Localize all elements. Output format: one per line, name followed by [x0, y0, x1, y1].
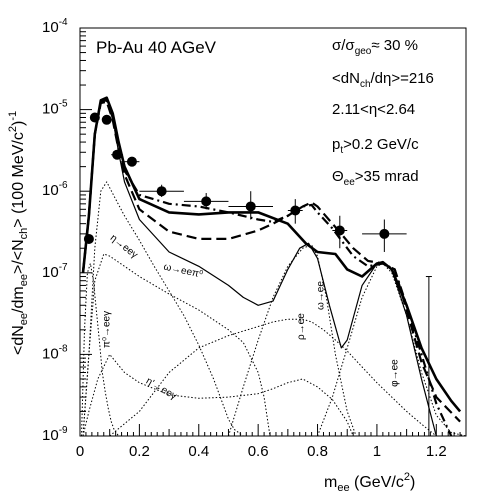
- info-line-rapidity: 2.11<η<2.64: [332, 101, 415, 118]
- curve-dotted-6: [81, 263, 120, 437]
- curve-dotted-8: [109, 318, 437, 437]
- x-tick-label: 0.8: [307, 443, 328, 460]
- x-tick-label: 0.4: [188, 443, 209, 460]
- curve-annotation: π⁰→eeγ: [102, 311, 113, 348]
- curve-annotation: ω→ee: [315, 281, 326, 310]
- data-point: [83, 233, 94, 244]
- info-line-multiplicity: <dNch/dη>=216: [332, 70, 434, 90]
- curve-annotation: φ→ee: [390, 359, 401, 387]
- data-point: [156, 186, 167, 197]
- y-tick-label: 10-7: [42, 262, 68, 281]
- data-point: [245, 201, 256, 212]
- chart-title: Pb-Au 40 AGeV: [96, 38, 217, 57]
- ticks-layer: 0 0.2 0.4 0.6 0.8 1 1.2 10-9 10-8 10-7 10-6 10-5 10-…: [42, 17, 467, 460]
- curve-annotation: ρ→ee: [296, 313, 307, 340]
- curve-dotted-10: [317, 263, 467, 437]
- curve-dotted-7: [82, 353, 354, 437]
- curve-dashed-2: [81, 100, 461, 423]
- info-block: σ/σgeo≈ 30 % <dNch/dη>=216 2.11<η<2.64 p…: [332, 37, 434, 188]
- x-tick-label: 1: [373, 443, 381, 460]
- y-tick-label: 10-9: [42, 425, 68, 444]
- x-tick-label: 0.6: [248, 443, 269, 460]
- data-points-layer: [83, 112, 432, 436]
- plot-area-border: [79, 27, 467, 437]
- x-axis-label: mee (GeV/c2): [324, 471, 415, 494]
- curve-dotted-9: [228, 244, 357, 437]
- curves-layer: [81, 96, 467, 437]
- data-point: [101, 114, 112, 125]
- data-point: [334, 225, 345, 236]
- info-line-centrality: σ/σgeo≈ 30 %: [332, 37, 418, 57]
- data-point: [89, 112, 100, 123]
- data-point: [290, 205, 301, 216]
- x-tick-label: 0: [76, 443, 84, 460]
- x-tick-label: 0.2: [129, 443, 150, 460]
- y-tick-label: 10-6: [42, 180, 68, 199]
- data-point: [126, 156, 137, 167]
- info-line-pt: pt>0.2 GeV/c: [332, 136, 419, 156]
- y-tick-label: 10-5: [42, 99, 68, 118]
- x-tick-label: 1.2: [426, 443, 447, 460]
- data-point: [201, 196, 212, 207]
- info-line-theta: Θee>35 mrad: [332, 168, 419, 188]
- data-point: [379, 228, 390, 239]
- y-tick-label: 10-8: [42, 343, 68, 362]
- data-point: [112, 149, 123, 160]
- y-axis-label: <dNee/dmee>/<Nch> (100 MeV/c2)-1: [7, 111, 30, 355]
- y-tick-label: 10-4: [42, 17, 68, 36]
- curve-solid-thin-3: [82, 98, 437, 437]
- plot-frame: [79, 27, 467, 437]
